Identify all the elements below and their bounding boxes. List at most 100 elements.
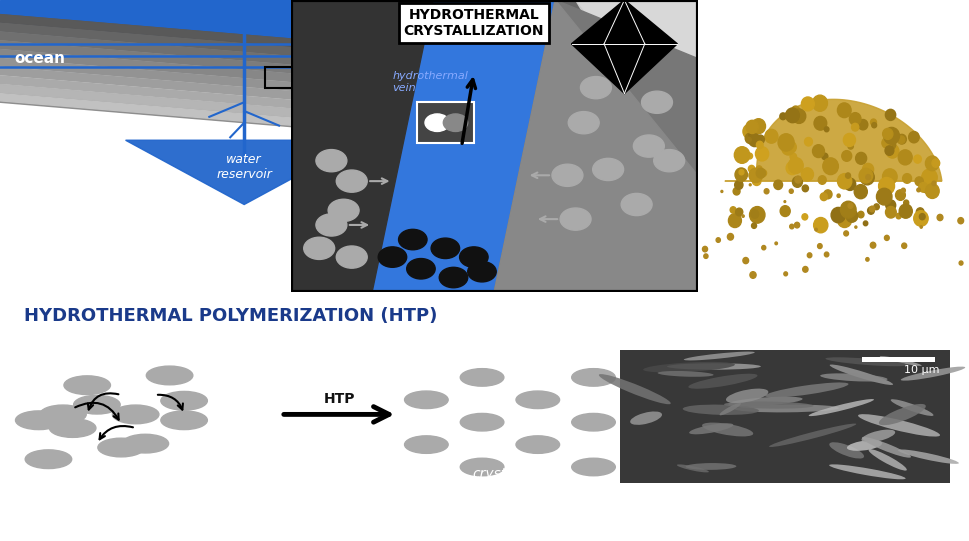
Circle shape [812, 95, 828, 111]
Circle shape [823, 158, 838, 175]
Circle shape [824, 190, 832, 199]
Ellipse shape [829, 464, 906, 479]
Circle shape [460, 413, 504, 431]
Circle shape [898, 150, 912, 165]
Polygon shape [384, 0, 698, 73]
Circle shape [860, 170, 874, 185]
Circle shape [460, 436, 504, 453]
Circle shape [743, 124, 757, 138]
Polygon shape [0, 58, 698, 126]
Circle shape [921, 226, 922, 228]
Circle shape [742, 215, 744, 217]
Circle shape [872, 123, 877, 128]
Circle shape [64, 376, 110, 394]
Polygon shape [0, 67, 698, 133]
Circle shape [750, 272, 756, 278]
Circle shape [146, 419, 193, 437]
Circle shape [843, 134, 856, 147]
Circle shape [729, 214, 741, 228]
Circle shape [860, 168, 873, 183]
Polygon shape [0, 67, 698, 134]
Circle shape [735, 147, 750, 163]
Circle shape [748, 166, 755, 172]
Circle shape [303, 237, 334, 260]
Ellipse shape [901, 367, 965, 381]
Circle shape [750, 207, 765, 223]
Circle shape [867, 207, 874, 214]
Circle shape [336, 246, 367, 268]
Polygon shape [0, 85, 698, 150]
Circle shape [859, 120, 868, 130]
Circle shape [831, 207, 845, 223]
Circle shape [896, 213, 901, 219]
Circle shape [782, 141, 795, 155]
Circle shape [439, 267, 468, 288]
Circle shape [49, 419, 96, 437]
Circle shape [786, 108, 799, 123]
Ellipse shape [677, 464, 709, 472]
Text: 10 μm: 10 μm [904, 365, 940, 374]
Circle shape [735, 208, 743, 216]
Circle shape [897, 134, 906, 144]
Circle shape [716, 237, 720, 242]
Circle shape [874, 204, 879, 210]
Text: HYDROTHERMAL POLYMERIZATION (HTP): HYDROTHERMAL POLYMERIZATION (HTP) [24, 307, 438, 326]
Circle shape [885, 235, 890, 240]
Circle shape [837, 194, 840, 197]
Circle shape [641, 91, 672, 114]
Circle shape [122, 380, 169, 398]
Ellipse shape [859, 414, 940, 437]
Text: ocean: ocean [14, 51, 65, 66]
Circle shape [378, 247, 407, 267]
Circle shape [870, 119, 877, 126]
Circle shape [837, 174, 852, 189]
Circle shape [846, 173, 851, 178]
Circle shape [870, 242, 876, 248]
Circle shape [886, 207, 896, 218]
Circle shape [813, 144, 825, 157]
Circle shape [64, 444, 110, 463]
Circle shape [855, 226, 857, 228]
Circle shape [25, 450, 72, 469]
Text: HTP: HTP [324, 392, 355, 406]
Circle shape [112, 431, 159, 449]
Circle shape [405, 368, 449, 386]
Ellipse shape [667, 363, 761, 370]
Circle shape [884, 128, 899, 144]
Circle shape [572, 413, 615, 431]
Circle shape [98, 438, 144, 457]
Circle shape [850, 113, 861, 125]
Ellipse shape [880, 356, 922, 366]
Circle shape [790, 153, 797, 160]
Text: HYDROTHERMAL
CRYSTALLIZATION: HYDROTHERMAL CRYSTALLIZATION [404, 8, 544, 38]
Circle shape [25, 425, 72, 443]
Circle shape [909, 131, 920, 143]
Circle shape [405, 458, 449, 476]
Circle shape [818, 176, 827, 184]
Circle shape [609, 62, 640, 84]
Circle shape [885, 146, 893, 155]
Circle shape [802, 267, 808, 272]
Circle shape [814, 217, 828, 233]
Circle shape [784, 272, 788, 276]
Circle shape [925, 156, 939, 171]
Circle shape [621, 193, 652, 216]
Circle shape [132, 399, 178, 418]
Circle shape [814, 116, 827, 130]
Circle shape [762, 246, 766, 250]
Ellipse shape [724, 401, 814, 408]
Circle shape [852, 123, 859, 131]
Circle shape [844, 178, 856, 190]
Circle shape [743, 258, 749, 263]
Circle shape [818, 243, 822, 248]
Ellipse shape [766, 382, 849, 398]
Circle shape [925, 184, 939, 199]
Circle shape [765, 129, 778, 143]
Circle shape [778, 134, 794, 151]
Circle shape [98, 357, 144, 375]
Circle shape [883, 169, 897, 184]
Circle shape [757, 135, 765, 144]
Polygon shape [494, 0, 698, 204]
Circle shape [752, 176, 761, 186]
Circle shape [801, 168, 813, 181]
